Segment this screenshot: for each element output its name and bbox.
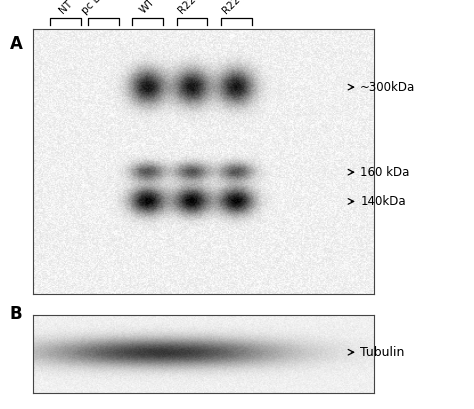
Text: R227L: R227L — [177, 0, 207, 16]
Text: B: B — [9, 305, 22, 323]
Text: 160 kDa: 160 kDa — [360, 166, 410, 179]
Text: NT: NT — [57, 0, 74, 16]
Text: A: A — [9, 35, 22, 53]
Text: 140kDa: 140kDa — [360, 195, 406, 208]
Text: WT: WT — [138, 0, 157, 16]
Text: ~300kDa: ~300kDa — [360, 81, 416, 94]
Text: pc DNA3.1: pc DNA3.1 — [80, 0, 126, 16]
Text: Tubulin: Tubulin — [360, 346, 405, 359]
Text: R227Q: R227Q — [220, 0, 252, 16]
